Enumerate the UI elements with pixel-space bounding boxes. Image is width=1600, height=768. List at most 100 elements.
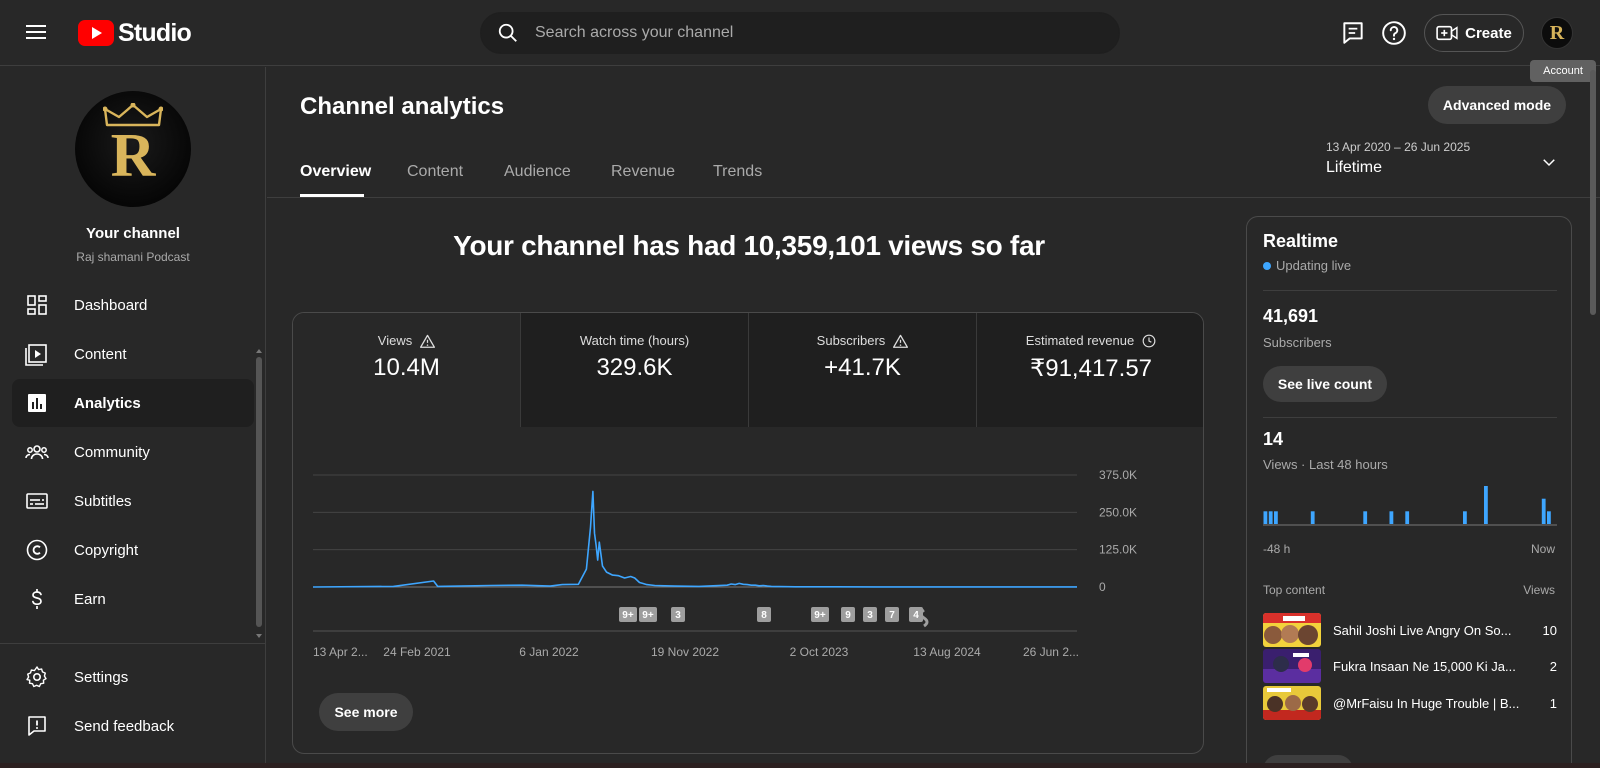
x-tick-label: 26 Jun 2... [1023, 645, 1079, 659]
video-marker[interactable] [841, 607, 855, 622]
tab-audience[interactable]: Audience [504, 163, 571, 180]
date-range[interactable]: 13 Apr 2020 – 26 Jun 2025 [1326, 140, 1471, 154]
video-thumbnail [1263, 649, 1321, 683]
feedback-icon [28, 716, 46, 736]
tab-trends[interactable]: Trends [713, 163, 763, 180]
sidebar-item-subtitles[interactable]: Subtitles [12, 477, 254, 525]
sidebar-scroll-down-icon[interactable] [256, 634, 262, 638]
top-content-item[interactable]: Fukra Insaan Ne 15,000 Ki Ja... 2 [1263, 649, 1557, 685]
x-tick-label: 2 Oct 2023 [790, 645, 849, 659]
video-marker[interactable] [885, 607, 899, 622]
sidebar-item-send-feedback[interactable]: Send feedback [12, 702, 254, 750]
see-more-button[interactable]: See more [319, 693, 413, 731]
hamburger-menu-icon[interactable] [24, 20, 52, 46]
video-marker-label: 9+ [642, 610, 654, 621]
see-live-count-button[interactable]: See live count [1263, 366, 1387, 402]
help-icon[interactable] [1381, 20, 1407, 46]
search-input[interactable] [535, 24, 1095, 42]
sidebar-scrollbar[interactable] [256, 357, 262, 627]
realtime-bar[interactable] [1389, 511, 1394, 524]
video-marker[interactable] [909, 607, 923, 622]
content-icon [25, 344, 47, 366]
metric-value: 329.6K [596, 354, 673, 381]
video-thumbnail [1263, 686, 1321, 720]
video-marker-label: 3 [675, 610, 681, 621]
search-bar[interactable] [480, 12, 1120, 54]
sidebar-item-label: Dashboard [74, 296, 148, 314]
subtitles-icon [26, 493, 48, 509]
metric-value: ₹91,417.57 [1029, 355, 1153, 382]
studio-logo[interactable]: Studio [78, 18, 192, 48]
video-marker[interactable] [671, 607, 685, 622]
tab-overview[interactable]: Overview [300, 163, 372, 180]
tab-content[interactable]: Content [407, 163, 464, 180]
warning-icon [893, 334, 909, 348]
sidebar-item-earn[interactable]: Earn [12, 575, 254, 623]
realtime-bar[interactable] [1405, 511, 1410, 524]
top-content-item[interactable]: @MrFaisu In Huge Trouble | B... 1 [1263, 686, 1557, 722]
sidebar: R Your channel Raj shamani Podcast Dashb… [0, 67, 266, 768]
sidebar-item-label: Community [74, 443, 150, 461]
sidebar-item-content[interactable]: Content [12, 330, 254, 378]
realtime-title: Realtime [1263, 231, 1339, 251]
crown-icon [103, 103, 163, 127]
create-button[interactable]: Create [1424, 14, 1524, 52]
video-marker[interactable] [811, 607, 829, 622]
channel-avatar[interactable]: R [75, 91, 191, 207]
video-marker[interactable] [639, 607, 657, 622]
metric-estimated-revenue[interactable]: Estimated revenue ₹91,417.57 [977, 313, 1203, 427]
channel-avatar-letter: R [110, 121, 156, 190]
y-tick-label: 250.0K [1099, 505, 1137, 519]
realtime-bar[interactable] [1310, 511, 1315, 524]
y-tick-label: 125.0K [1099, 543, 1137, 557]
realtime-bar[interactable] [1547, 511, 1551, 524]
realtime-bar[interactable] [1541, 498, 1546, 524]
sidebar-divider [0, 643, 265, 644]
realtime-bar[interactable] [1274, 511, 1278, 524]
x-tick-label: 24 Feb 2021 [383, 645, 451, 659]
video-marker[interactable] [863, 607, 877, 622]
metric-watch-time[interactable]: Watch time (hours) 329.6K [521, 313, 749, 427]
views-line-chart[interactable]: 375.0K 250.0K 125.0K 0 9+ 9+ 3 8 9+ 9 3 7 4 13 Apr 2.… [293, 427, 1204, 754]
metric-subscribers[interactable]: Subscribers +41.7K [749, 313, 977, 427]
realtime-bar[interactable] [1263, 511, 1268, 524]
sidebar-scroll-up-icon[interactable] [256, 349, 262, 353]
account-avatar[interactable]: R [1541, 17, 1573, 49]
studio-logo-text: Studio [118, 18, 192, 47]
sidebar-item-analytics[interactable]: Analytics [12, 379, 254, 427]
y-tick-label: 0 [1099, 580, 1106, 594]
video-thumbnail [1263, 613, 1321, 647]
create-button-label: Create [1465, 24, 1512, 42]
x-tick-label: 13 Apr 2... [313, 645, 368, 659]
metric-views[interactable]: Views 10.4M [293, 313, 521, 427]
realtime-bar[interactable] [1484, 486, 1488, 524]
top-bar: Studio Create R [0, 0, 1600, 66]
video-marker[interactable] [757, 607, 771, 622]
sidebar-item-community[interactable]: Community [12, 428, 254, 476]
video-marker-label: 3 [867, 610, 873, 621]
feedback-messages-icon[interactable] [1340, 20, 1366, 46]
sidebar-item-label: Settings [74, 668, 129, 686]
date-preset[interactable]: Lifetime [1326, 159, 1383, 176]
tab-revenue[interactable]: Revenue [611, 163, 676, 180]
page-scrollbar[interactable] [1590, 70, 1596, 315]
warning-icon [420, 334, 436, 348]
sidebar-item-dashboard[interactable]: Dashboard [12, 281, 254, 329]
views-series-line[interactable] [312, 490, 1077, 588]
top-content-views: 10 [1542, 623, 1557, 638]
x-tick-label: 19 Nov 2022 [651, 645, 719, 659]
sidebar-item-copyright[interactable]: Copyright [12, 526, 254, 574]
account-avatar-letter: R [1549, 21, 1565, 44]
sidebar-item-label: Content [74, 345, 127, 363]
realtime-bar[interactable] [1363, 511, 1368, 524]
realtime-bar[interactable] [1268, 511, 1273, 524]
chevron-down-icon[interactable] [1540, 153, 1558, 171]
metric-label: Watch time (hours) [579, 333, 690, 348]
realtime-bar[interactable] [1463, 511, 1467, 524]
sidebar-item-settings[interactable]: Settings [12, 653, 254, 701]
top-content-item[interactable]: Sahil Joshi Live Angry On So... 10 [1263, 613, 1557, 649]
shorts-icon[interactable] [919, 608, 929, 628]
realtime-bar-chart[interactable] [1263, 483, 1557, 565]
advanced-mode-button[interactable]: Advanced mode [1428, 86, 1566, 124]
video-marker[interactable] [619, 607, 637, 622]
